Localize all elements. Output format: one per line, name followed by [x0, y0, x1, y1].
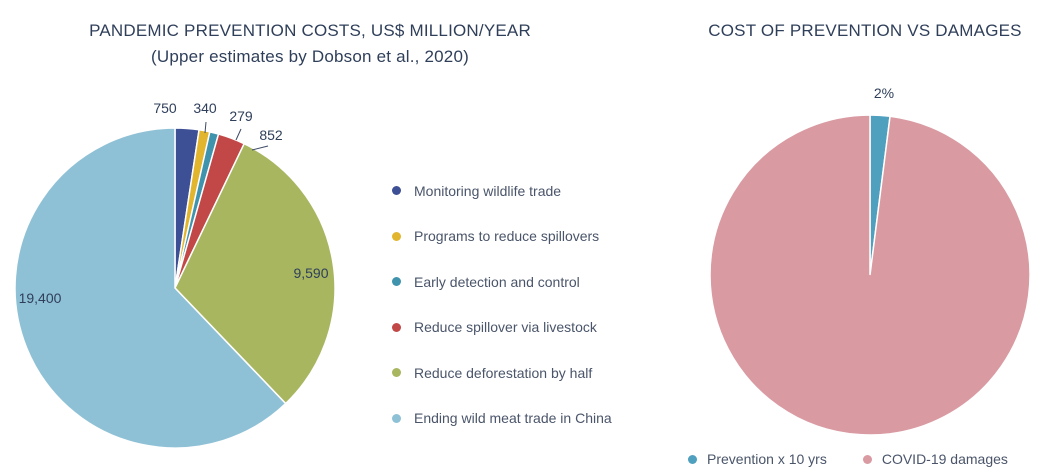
chart-title: PANDEMIC PREVENTION COSTS, US$ MILLION/Y…	[89, 21, 531, 40]
data-label-reduce-spillover-via-livestock: 852	[259, 127, 283, 143]
legend-swatch	[688, 454, 697, 464]
data-label-programs-to-reduce-spillovers: 340	[193, 100, 217, 116]
legend-label: Monitoring wildlife trade	[414, 182, 562, 199]
data-label-prevention-share: 2%	[874, 85, 894, 101]
data-label-ending-wild-meat-trade-in-china: 19,400	[19, 290, 62, 306]
pie-slice-ending-wild-meat-trade-in-china	[14, 127, 287, 449]
legend-prevention-vs-damages: Prevention x 10 yrs COVID-19 damages	[688, 450, 1050, 468]
legend-item-reduce-deforestation-by-half: Reduce deforestation by half	[392, 350, 692, 396]
legend-label: COVID-19 damages	[881, 451, 1008, 467]
legend-swatch	[392, 186, 401, 196]
chart-title-comparison: COST OF PREVENTION VS DAMAGES	[708, 21, 1022, 40]
legend-label: Reduce spillover via livestock	[414, 319, 597, 336]
leader-line	[204, 121, 207, 134]
legend-label: Prevention x 10 yrs	[707, 451, 827, 467]
data-label-early-detection-and-control: 279	[229, 108, 253, 124]
legend-swatch	[392, 368, 401, 378]
legend-swatch	[862, 454, 872, 464]
legend-item-early-detection-and-control: Early detection and control	[392, 259, 692, 305]
legend-item-prevention-x-10-yrs: Prevention x 10 yrs	[688, 450, 827, 468]
legend-item-monitoring-wildlife-trade: Monitoring wildlife trade	[392, 168, 692, 214]
legend-item-ending-wild-meat-trade-in-china: Ending wild meat trade in China	[392, 396, 692, 442]
leader-line	[235, 128, 242, 141]
chart-subtitle: (Upper estimates by Dobson et al., 2020)	[151, 47, 469, 66]
legend-item-reduce-spillover-via-livestock: Reduce spillover via livestock	[392, 305, 692, 351]
pie-chart-prevention-vs-damages: 2%	[709, 85, 1031, 436]
legend-label: Early detection and control	[414, 273, 580, 290]
legend-swatch	[392, 231, 401, 241]
data-label-reduce-deforestation-by-half: 9,590	[293, 265, 328, 281]
pie-slice-covid-19-damages	[709, 114, 1031, 436]
chart-title-costs: PANDEMIC PREVENTION COSTS, US$ MILLION/Y…	[40, 18, 580, 70]
legend-swatch	[392, 322, 401, 332]
legend-label: Reduce deforestation by half	[414, 364, 593, 381]
legend-swatch	[392, 413, 401, 423]
legend-label: Programs to reduce spillovers	[414, 228, 600, 245]
pie-chart-prevention-costs: 750 340 279 852 9,590 19,400	[14, 100, 336, 449]
legend-item-programs-to-reduce-spillovers: Programs to reduce spillovers	[392, 214, 692, 260]
pie-slice-reduce-deforestation-by-half	[174, 142, 336, 405]
leader-line	[251, 145, 269, 151]
legend-prevention-costs: Monitoring wildlife trade Programs to red…	[392, 168, 692, 441]
data-label-monitoring-wildlife-trade: 750	[153, 100, 177, 116]
legend-label: Ending wild meat trade in China	[414, 410, 612, 427]
legend-swatch	[392, 277, 401, 287]
legend-item-covid-19-damages: COVID-19 damages	[862, 450, 1008, 468]
